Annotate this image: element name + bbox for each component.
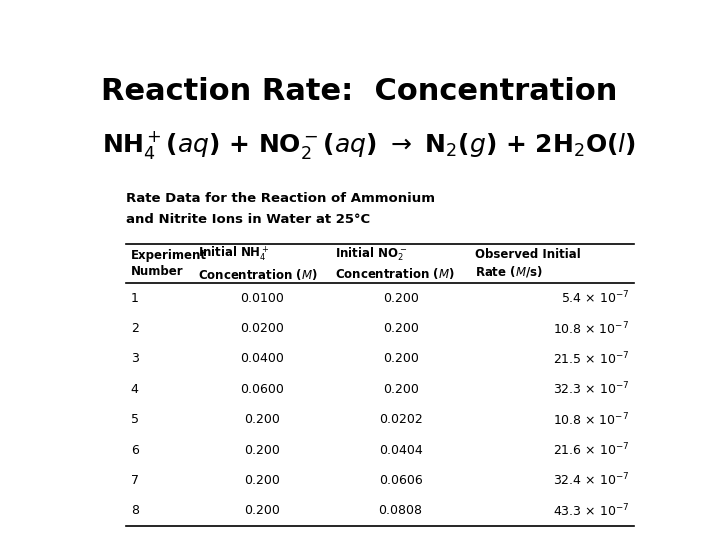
Text: 0.0606: 0.0606 — [379, 474, 423, 487]
Text: 0.0100: 0.0100 — [240, 292, 284, 305]
Text: 4: 4 — [131, 383, 139, 396]
Text: 8: 8 — [131, 504, 139, 517]
Text: 0.0808: 0.0808 — [379, 504, 423, 517]
Text: 0.200: 0.200 — [244, 413, 280, 426]
Text: 32.4 × 10$^{-7}$: 32.4 × 10$^{-7}$ — [553, 472, 629, 489]
Text: 5: 5 — [131, 413, 139, 426]
Text: 10.8 × 10$^{-7}$: 10.8 × 10$^{-7}$ — [554, 411, 629, 428]
Text: NH$_4^+$($aq$) + NO$_2^-$($aq$) $\rightarrow$ N$_2$($g$) + 2H$_2$O($l$): NH$_4^+$($aq$) + NO$_2^-$($aq$) $\righta… — [102, 129, 636, 161]
Text: 0.200: 0.200 — [382, 383, 418, 396]
Text: 1: 1 — [131, 292, 139, 305]
Text: 0.0600: 0.0600 — [240, 383, 284, 396]
Text: 0.0200: 0.0200 — [240, 322, 284, 335]
Text: 0.200: 0.200 — [382, 292, 418, 305]
Text: and Nitrite Ions in Water at 25°C: and Nitrite Ions in Water at 25°C — [126, 213, 370, 226]
Text: 0.0400: 0.0400 — [240, 353, 284, 366]
Text: 21.5 × 10$^{-7}$: 21.5 × 10$^{-7}$ — [553, 350, 629, 367]
Text: 0.200: 0.200 — [244, 504, 280, 517]
Text: 7: 7 — [131, 474, 139, 487]
Text: Rate Data for the Reaction of Ammonium: Rate Data for the Reaction of Ammonium — [126, 192, 436, 205]
Text: Observed Initial
Rate ($M$/s): Observed Initial Rate ($M$/s) — [475, 248, 581, 279]
Text: Experiment
Number: Experiment Number — [131, 249, 207, 278]
Text: 0.200: 0.200 — [244, 474, 280, 487]
Text: Initial NH$_4^+$
Concentration ($M$): Initial NH$_4^+$ Concentration ($M$) — [198, 245, 318, 282]
Text: 6: 6 — [131, 443, 139, 456]
Text: 21.6 × 10$^{-7}$: 21.6 × 10$^{-7}$ — [553, 442, 629, 458]
Text: Reaction Rate:  Concentration: Reaction Rate: Concentration — [101, 77, 618, 106]
Text: 32.3 × 10$^{-7}$: 32.3 × 10$^{-7}$ — [553, 381, 629, 397]
Text: 3: 3 — [131, 353, 139, 366]
Text: 0.0202: 0.0202 — [379, 413, 423, 426]
Text: 5.4 × 10$^{-7}$: 5.4 × 10$^{-7}$ — [561, 290, 629, 307]
Text: 0.0404: 0.0404 — [379, 443, 423, 456]
Text: 43.3 × 10$^{-7}$: 43.3 × 10$^{-7}$ — [553, 502, 629, 519]
Text: 2: 2 — [131, 322, 139, 335]
Text: Initial NO$_2^-$
Concentration ($M$): Initial NO$_2^-$ Concentration ($M$) — [335, 245, 455, 281]
Text: 0.200: 0.200 — [382, 353, 418, 366]
Text: 0.200: 0.200 — [382, 322, 418, 335]
Text: 0.200: 0.200 — [244, 443, 280, 456]
Text: 10.8 × 10$^{-7}$: 10.8 × 10$^{-7}$ — [554, 320, 629, 337]
